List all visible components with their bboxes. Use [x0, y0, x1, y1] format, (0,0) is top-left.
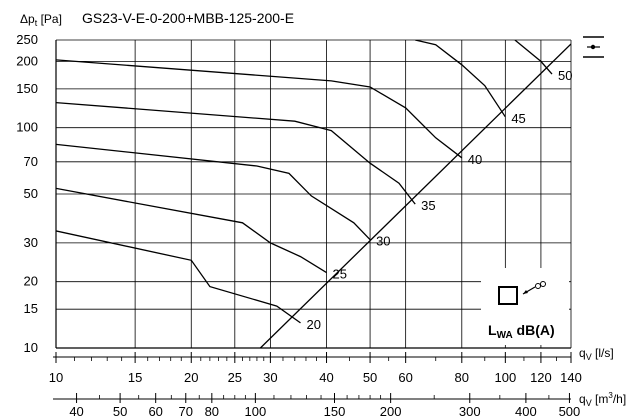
y-tick-label: 250 — [16, 32, 38, 47]
x-tick-label: 10 — [49, 370, 63, 385]
curve-20 — [56, 230, 301, 324]
x-axis-label-lps: qV [l/s] — [579, 346, 614, 362]
x-axis-label-m3h: qV [m3/h] — [579, 391, 626, 408]
curve-label-35: 35 — [421, 198, 435, 213]
y-tick-label: 200 — [16, 53, 38, 68]
x-tick-label: 80 — [455, 370, 469, 385]
y-axis-label: Δpt [Pa] — [20, 12, 62, 28]
x2-tick-label: 150 — [324, 404, 346, 417]
curves — [56, 40, 571, 348]
x-tick-label: 20 — [184, 370, 198, 385]
curve-label-30: 30 — [376, 234, 390, 249]
y-tick-label: 10 — [24, 340, 38, 355]
curve-35 — [56, 101, 416, 205]
damper-symbol-icon — [583, 36, 604, 58]
x2-tick-label: 400 — [515, 404, 537, 417]
y-tick-label: 20 — [24, 274, 38, 289]
curve-label-40: 40 — [468, 152, 482, 167]
x2-tick-label: 100 — [245, 404, 267, 417]
x-tick-label: 140 — [560, 370, 582, 385]
y-tick-label: 150 — [16, 81, 38, 96]
curve-labels: 20 25 30 35 40 45 50 — [306, 68, 572, 332]
x2-tick-label: 50 — [113, 404, 127, 417]
y-tick-label: 30 — [24, 235, 38, 250]
curve-25 — [56, 187, 327, 274]
y-tick-label: 50 — [24, 186, 38, 201]
x-tick-label: 30 — [263, 370, 277, 385]
y-tick-label: 100 — [16, 120, 38, 135]
x-tick-label: 15 — [128, 370, 142, 385]
x-tick-label: 25 — [228, 370, 242, 385]
x2-tick-label: 300 — [459, 404, 481, 417]
curve-50 — [514, 40, 553, 75]
x2-tick-label: 70 — [179, 404, 193, 417]
y-tick-label: 15 — [24, 301, 38, 316]
sound-box-icon — [498, 286, 518, 305]
x-axis-lps: 10 15 20 25 30 40 50 60 80 100 120 140 — [49, 352, 582, 385]
system-line — [259, 43, 571, 348]
x2-tick-label: 200 — [380, 404, 402, 417]
curve-40 — [56, 59, 463, 159]
x-tick-label: 40 — [319, 370, 333, 385]
x2-tick-label: 500 — [559, 404, 581, 417]
sound-legend: LWA dB(A) — [481, 268, 569, 345]
x-axis-m3h: 40 50 60 70 80 100 150 200 300 400 500 — [53, 393, 580, 417]
x-tick-label: 60 — [398, 370, 412, 385]
y-tick-label: 70 — [24, 154, 38, 169]
sound-wave-icon — [522, 281, 546, 295]
chart-title: GS23-V-E-0-200+MBB-125-200-E — [82, 10, 294, 26]
x2-tick-label: 60 — [148, 404, 162, 417]
curve-label-20: 20 — [306, 317, 320, 332]
curve-45 — [415, 40, 506, 118]
curve-label-50: 50 — [558, 68, 572, 83]
y-axis-ticks: 10 15 20 30 50 70 100 150 200 250 — [16, 32, 38, 355]
x2-tick-label: 80 — [205, 404, 219, 417]
legend-background — [481, 268, 569, 345]
legend-lwa-label: LWA dB(A) — [488, 322, 555, 341]
grid — [55, 39, 572, 349]
x-tick-label: 50 — [363, 370, 377, 385]
x2-tick-label: 40 — [69, 404, 83, 417]
curve-label-25: 25 — [333, 267, 347, 282]
x-tick-label: 100 — [494, 370, 516, 385]
curve-30 — [56, 143, 371, 241]
curve-label-45: 45 — [511, 111, 525, 126]
x-tick-label: 120 — [530, 370, 552, 385]
